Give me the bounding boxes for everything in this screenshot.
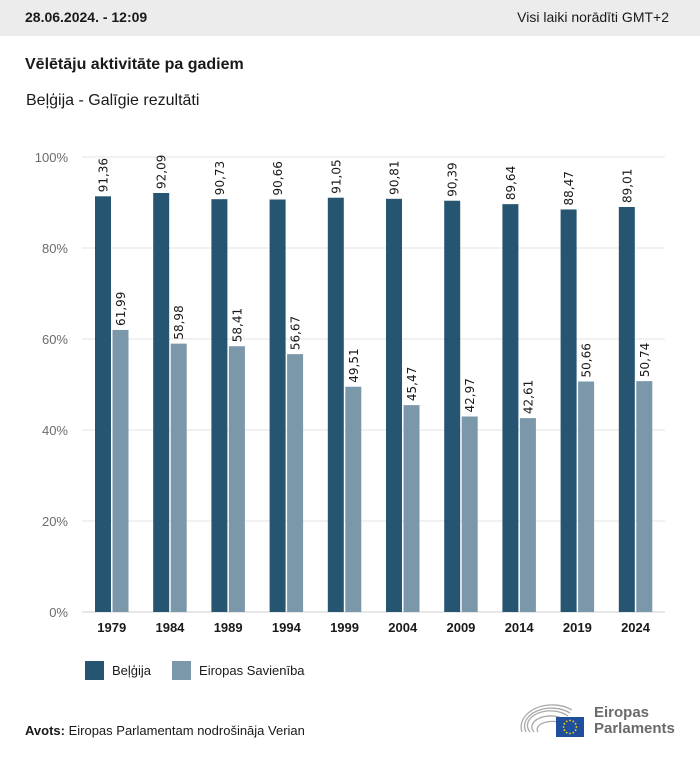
data-label: 49,51 <box>347 348 361 382</box>
timezone-note: Visi laiki norādīti GMT+2 <box>517 9 669 25</box>
data-label: 45,47 <box>405 367 419 401</box>
european-parliament-logo[interactable]: Eiropas Parlaments <box>520 702 675 740</box>
y-tick-label: 20% <box>42 514 68 529</box>
x-tick-label: 2004 <box>388 620 418 635</box>
top-bar: 28.06.2024. - 12:09 Visi laiki norādīti … <box>0 0 700 36</box>
data-label: 42,61 <box>521 380 535 414</box>
logo-text: Eiropas Parlaments <box>594 705 675 737</box>
european-parliament-logo-icon <box>520 704 584 737</box>
legend-label-eu: Eiropas Savienība <box>199 663 305 678</box>
x-tick-label: 2014 <box>505 620 535 635</box>
y-tick-label: 0% <box>49 605 68 620</box>
bar-eu-1984[interactable] <box>170 343 187 612</box>
legend-label-belgium: Beļģija <box>112 663 152 678</box>
x-tick-label: 1984 <box>155 620 185 635</box>
x-tick-label: 1994 <box>272 620 302 635</box>
legend-item-eu[interactable]: Eiropas Savienība <box>172 661 305 680</box>
legend-swatch-eu <box>172 661 192 680</box>
bar-eu-2019[interactable] <box>578 381 595 612</box>
bar-chart: 0% 20% 40% 60% 80% 100% 91,36 61,99 1979 92,09 58,… <box>35 150 665 635</box>
data-label: 90,81 <box>388 160 402 194</box>
data-label: 92,09 <box>155 155 169 189</box>
source-text: Eiropas Parlamentam nodrošināja Verian <box>64 723 305 738</box>
legend-swatch-belgium <box>85 661 104 680</box>
bar-belgium-1994[interactable] <box>269 199 286 612</box>
bar-belgium-2009[interactable] <box>444 200 461 612</box>
bar-eu-1994[interactable] <box>287 354 304 612</box>
y-tick-label: 100% <box>35 150 69 165</box>
data-label: 90,66 <box>271 161 285 195</box>
data-label: 42,97 <box>463 378 477 412</box>
bar-eu-1999[interactable] <box>345 386 362 612</box>
y-tick-label: 80% <box>42 241 68 256</box>
data-label: 90,73 <box>213 161 227 195</box>
bar-eu-1979[interactable] <box>112 329 129 612</box>
data-label: 58,41 <box>230 308 244 342</box>
chart-title: Vēlētāju aktivitāte pa gadiem <box>25 56 244 73</box>
source-label: Avots: <box>25 723 65 738</box>
y-tick-label: 40% <box>42 423 68 438</box>
data-label: 89,64 <box>504 166 518 200</box>
x-tick-label: 2019 <box>563 620 592 635</box>
logo-line-2: Parlaments <box>594 720 675 737</box>
data-label: 58,98 <box>172 305 186 339</box>
data-label: 50,66 <box>580 343 594 377</box>
data-label: 89,01 <box>620 169 634 203</box>
bar-belgium-1999[interactable] <box>327 197 344 612</box>
datetime: 28.06.2024. - 12:09 <box>25 9 148 25</box>
bar-eu-2014[interactable] <box>519 418 536 612</box>
x-tick-label: 1979 <box>97 620 126 635</box>
y-tick-label: 60% <box>42 332 68 347</box>
bar-eu-2009[interactable] <box>461 416 478 612</box>
bar-belgium-1984[interactable] <box>153 192 170 612</box>
legend-item-belgium[interactable]: Beļģija <box>85 661 151 680</box>
logo-line-1: Eiropas <box>594 704 650 721</box>
chart-subtitle: Beļģija - Galīgie rezultāti <box>26 92 200 109</box>
bar-eu-1989[interactable] <box>228 346 245 612</box>
legend: Beļģija Eiropas Savienība <box>85 661 326 680</box>
bar-eu-2004[interactable] <box>403 405 420 612</box>
bar-belgium-2004[interactable] <box>386 198 402 612</box>
x-tick-label: 2009 <box>446 620 475 635</box>
bar-belgium-2024[interactable] <box>618 207 635 612</box>
data-label: 91,05 <box>329 159 343 193</box>
x-tick-label: 1989 <box>214 620 243 635</box>
source-note: Avots: Eiropas Parlamentam nodrošināja V… <box>25 723 305 738</box>
data-label: 88,47 <box>562 171 576 205</box>
bar-belgium-2019[interactable] <box>560 209 577 613</box>
bar-belgium-2014[interactable] <box>502 204 519 612</box>
x-tick-label: 2024 <box>621 620 651 635</box>
x-tick-label: 1999 <box>330 620 359 635</box>
data-label: 90,39 <box>446 162 460 196</box>
bar-belgium-1979[interactable] <box>95 196 111 612</box>
data-label: 56,67 <box>289 316 303 350</box>
data-label: 91,36 <box>97 158 111 192</box>
data-label: 61,99 <box>114 292 128 326</box>
bar-belgium-1989[interactable] <box>211 199 228 612</box>
data-label: 50,74 <box>638 343 652 377</box>
bar-eu-2024[interactable] <box>636 381 653 612</box>
